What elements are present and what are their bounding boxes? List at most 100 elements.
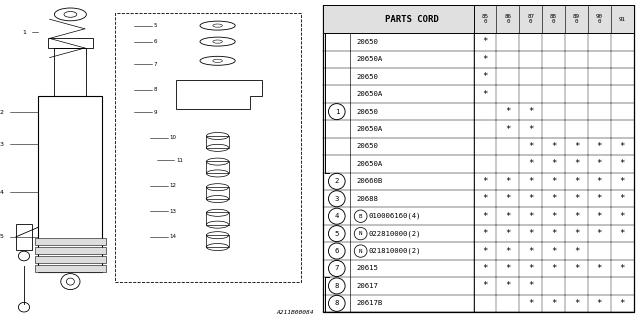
Text: *: * — [528, 142, 533, 151]
Text: *: * — [574, 299, 579, 308]
Bar — [206, 136, 229, 148]
Text: *: * — [528, 212, 533, 221]
Text: *: * — [620, 264, 625, 273]
Text: 1: 1 — [335, 108, 339, 115]
Text: *: * — [483, 177, 488, 186]
Text: *: * — [528, 264, 533, 273]
Text: 5: 5 — [0, 234, 4, 239]
Text: *: * — [528, 177, 533, 186]
Text: 4: 4 — [335, 213, 339, 219]
Text: 4: 4 — [0, 189, 4, 195]
Text: 8: 8 — [154, 87, 157, 92]
Text: 20615: 20615 — [357, 266, 379, 271]
Text: *: * — [620, 212, 625, 221]
Text: 8: 8 — [335, 283, 339, 289]
Text: 91: 91 — [619, 17, 626, 21]
Text: A211B00084: A211B00084 — [276, 310, 314, 315]
Text: 20650A: 20650A — [357, 161, 383, 167]
Text: *: * — [528, 107, 533, 116]
Text: *: * — [483, 90, 488, 99]
Text: 8: 8 — [335, 300, 339, 306]
Bar — [48, 38, 93, 48]
Text: *: * — [483, 229, 488, 238]
Text: 5: 5 — [154, 23, 157, 28]
Text: 89
0: 89 0 — [573, 14, 580, 24]
Text: *: * — [620, 142, 625, 151]
Text: *: * — [505, 177, 511, 186]
Text: 20650: 20650 — [357, 108, 379, 115]
Text: *: * — [551, 194, 556, 203]
Text: 5: 5 — [335, 231, 339, 236]
Text: *: * — [505, 194, 511, 203]
Bar — [35, 256, 106, 263]
Text: *: * — [620, 229, 625, 238]
Text: *: * — [505, 124, 511, 133]
Text: 10: 10 — [170, 135, 177, 140]
Text: 2: 2 — [335, 178, 339, 184]
Text: *: * — [483, 37, 488, 46]
Text: 1: 1 — [22, 29, 26, 35]
Text: *: * — [620, 299, 625, 308]
Text: *: * — [574, 264, 579, 273]
Text: *: * — [505, 246, 511, 256]
Text: *: * — [551, 246, 556, 256]
Text: *: * — [574, 142, 579, 151]
Text: 6: 6 — [154, 39, 157, 44]
Text: *: * — [620, 177, 625, 186]
Text: 11: 11 — [176, 157, 183, 163]
Text: *: * — [551, 142, 556, 151]
Text: *: * — [596, 212, 602, 221]
Text: *: * — [483, 246, 488, 256]
Bar — [16, 224, 32, 250]
Text: 20617B: 20617B — [357, 300, 383, 306]
Text: 20650A: 20650A — [357, 126, 383, 132]
Text: 7: 7 — [335, 266, 339, 271]
Bar — [206, 235, 229, 247]
Text: *: * — [551, 229, 556, 238]
Text: 86
0: 86 0 — [504, 14, 511, 24]
Text: *: * — [528, 229, 533, 238]
Text: 20650: 20650 — [357, 74, 379, 80]
Text: *: * — [505, 264, 511, 273]
Bar — [206, 161, 229, 173]
Text: *: * — [505, 212, 511, 221]
Text: 20650: 20650 — [357, 143, 379, 149]
Text: *: * — [505, 229, 511, 238]
Text: N: N — [359, 249, 362, 253]
Text: *: * — [620, 194, 625, 203]
Text: 20650: 20650 — [357, 39, 379, 45]
Text: 20650A: 20650A — [357, 56, 383, 62]
Text: *: * — [483, 264, 488, 273]
Text: *: * — [620, 159, 625, 168]
Bar — [115, 13, 301, 282]
Text: *: * — [551, 177, 556, 186]
Text: *: * — [528, 246, 533, 256]
Text: 6: 6 — [335, 248, 339, 254]
Text: *: * — [596, 159, 602, 168]
Text: 85
0: 85 0 — [481, 14, 488, 24]
Text: *: * — [574, 159, 579, 168]
Text: *: * — [483, 72, 488, 81]
Text: *: * — [551, 299, 556, 308]
Bar — [323, 5, 634, 33]
Text: *: * — [483, 281, 488, 291]
Bar — [38, 96, 102, 272]
Text: 87
0: 87 0 — [527, 14, 534, 24]
Text: *: * — [551, 212, 556, 221]
Bar — [206, 187, 229, 199]
Text: *: * — [596, 264, 602, 273]
Bar — [206, 212, 229, 225]
Text: *: * — [551, 159, 556, 168]
Text: 20688: 20688 — [357, 196, 379, 202]
Text: 2: 2 — [0, 109, 4, 115]
Text: *: * — [574, 246, 579, 256]
Text: *: * — [574, 194, 579, 203]
Text: *: * — [505, 281, 511, 291]
Bar — [35, 238, 106, 245]
Text: *: * — [528, 281, 533, 291]
Text: 3: 3 — [0, 141, 4, 147]
Text: *: * — [596, 142, 602, 151]
Text: PARTS CORD: PARTS CORD — [385, 14, 439, 23]
Text: 3: 3 — [335, 196, 339, 202]
Text: *: * — [528, 194, 533, 203]
